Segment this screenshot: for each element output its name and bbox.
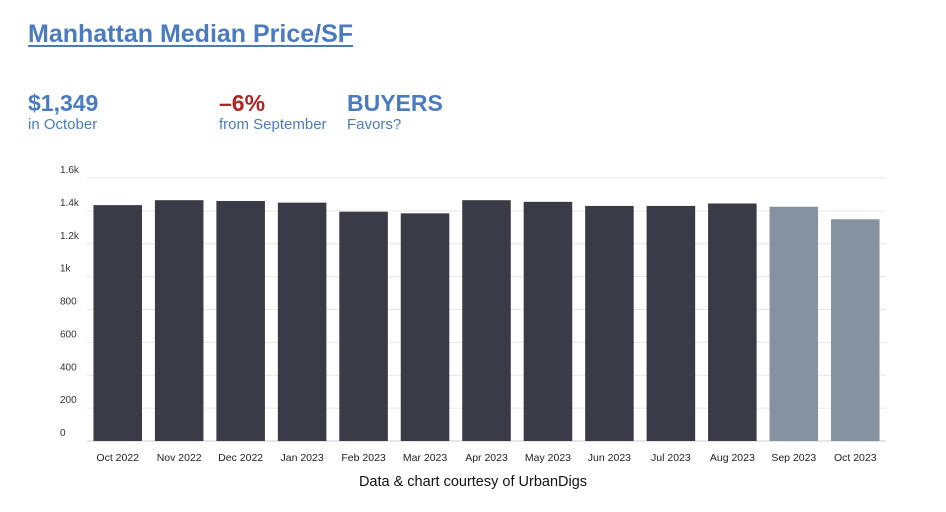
y-tick-label: 1.2k — [60, 231, 80, 242]
y-tick-label: 400 — [60, 362, 77, 373]
bar — [830, 219, 880, 441]
stat-favors: BUYERS Favors? — [347, 90, 443, 134]
bar — [216, 201, 265, 441]
y-tick-label: 0 — [60, 428, 66, 439]
x-tick-label: Nov 2022 — [157, 452, 202, 464]
y-tick-label: 1.4k — [60, 198, 80, 209]
stat-favors-caption: Favors? — [347, 116, 402, 133]
bar — [154, 200, 204, 441]
bar — [769, 206, 819, 441]
stat-change-caption: from September — [219, 116, 327, 133]
x-tick-label: Apr 2023 — [465, 452, 508, 464]
bar — [585, 205, 634, 441]
chart-title[interactable]: Manhattan Median Price/SF — [28, 20, 354, 48]
x-tick-label: May 2023 — [525, 452, 571, 464]
x-tick-label: Jul 2023 — [651, 452, 691, 464]
bar — [646, 205, 696, 441]
x-tick-label: Jan 2023 — [281, 452, 324, 464]
stat-favors-value: BUYERS — [347, 90, 443, 116]
stat-price-caption: in October — [28, 116, 98, 133]
stat-price: $1,349 in October — [28, 90, 98, 134]
bar — [523, 201, 573, 441]
x-tick-label: Sep 2023 — [771, 452, 816, 464]
y-tick-label: 200 — [60, 395, 77, 406]
x-tick-label: Dec 2022 — [218, 452, 263, 464]
x-tick-label: Oct 2023 — [834, 452, 877, 464]
y-tick-label: 600 — [60, 329, 77, 340]
bar — [708, 203, 757, 441]
x-tick-label: Aug 2023 — [710, 452, 755, 464]
bar — [277, 202, 327, 441]
x-tick-label: Oct 2022 — [96, 452, 139, 464]
x-tick-label: Jun 2023 — [588, 452, 631, 464]
y-tick-label: 1.6k — [60, 165, 80, 176]
chart-credit: Data & chart courtesy of UrbanDigs — [358, 474, 588, 490]
x-tick-label: Mar 2023 — [403, 452, 448, 464]
y-tick-label: 1k — [60, 264, 72, 275]
stat-change-value: –6% — [219, 90, 266, 116]
stat-change: –6% from September — [219, 90, 327, 134]
y-tick-label: 800 — [60, 297, 77, 308]
stat-price-value: $1,349 — [28, 90, 99, 116]
x-tick-label: Feb 2023 — [341, 452, 386, 464]
bar — [462, 200, 511, 441]
bar — [93, 205, 142, 441]
bar — [339, 211, 388, 441]
bar — [400, 213, 450, 441]
